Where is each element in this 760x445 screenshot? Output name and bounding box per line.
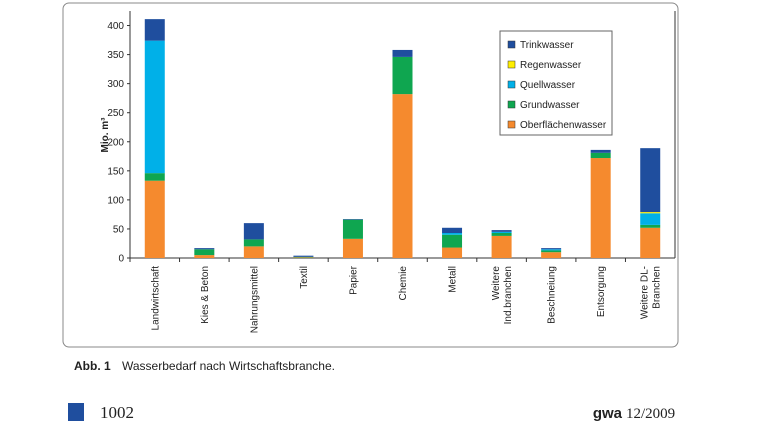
bar-segment [194,248,215,250]
bar-segment [640,213,661,225]
x-tick-label: Papier [348,265,359,295]
bar-segment [640,148,661,213]
x-tick-label: Weitere DL-Branchen [640,266,663,319]
page-number: 1002 [100,403,134,422]
bar-segment [392,56,413,95]
y-tick-label: 300 [107,79,124,90]
bar-segment [442,227,463,234]
bar-segment [590,149,611,153]
x-tick-label: Entsorgung [596,266,607,317]
x-tick-label: Kies & Beton [200,266,211,324]
page-marker [68,403,84,421]
bar-segment [243,239,264,247]
bar-segment [144,19,165,41]
y-tick-label: 350 [107,50,124,61]
y-tick-label: 250 [107,108,124,119]
y-tick-label: 100 [107,195,124,206]
bar-segment [491,233,512,236]
bar-segment [640,227,661,258]
legend-label: Quellwasser [520,80,576,91]
legend-swatch [507,100,516,109]
bar-segment [491,231,512,234]
bar-segment [194,255,215,258]
legend-box [499,30,613,136]
bar-segment [541,250,562,253]
bar-segment [144,180,165,258]
bar-segment [293,255,314,257]
bar-segment [491,235,512,258]
legend-swatch [507,80,516,89]
bar-segment [144,40,165,174]
legend-label: Grundwasser [520,100,580,111]
bar-segment [590,152,611,159]
bar-segment [392,49,413,57]
y-axis-label: Mio. m³ [100,117,111,153]
bar-segment [243,223,264,240]
bar-segment [541,252,562,258]
bar-segment [392,94,413,258]
x-tick-label: Nahrungsmittel [249,266,260,333]
y-tick-label: 150 [107,166,124,177]
x-tick-label: WeitereInd.branchen [491,266,514,325]
caption-text: Wasserbedarf nach Wirtschaftsbranche. [122,359,335,373]
bar-segment [541,249,562,251]
x-tick-label: Beschneiung [547,266,558,324]
y-tick-label: 400 [107,21,124,32]
x-tick-label: Chemie [398,266,409,301]
x-tick-label: Metall [448,266,459,293]
issue: 12/2009 [626,406,675,422]
bar-segment [640,212,661,214]
legend-label: Regenwasser [520,60,582,71]
bar-segment [293,256,314,258]
bar-segment [541,248,562,250]
bar-segment [442,234,463,248]
bar-segment [342,219,363,239]
figure-frame [62,2,679,348]
bar-segment [342,219,363,220]
x-tick-label: Landwirtschaft [150,266,161,331]
journal: gwa [593,405,623,422]
y-tick-label: 200 [107,137,124,148]
y-tick-label: 0 [118,254,124,265]
bar-segment [293,257,314,258]
x-tick-label: Textil [299,266,310,289]
legend-swatch [507,60,516,69]
legend-swatch [507,120,516,129]
legend-swatch [507,40,516,49]
bar-segment [144,173,165,181]
bar-segment [342,238,363,258]
bar-segment [243,246,264,258]
bar-segment [640,224,661,228]
bar-segment [491,230,512,232]
bar-segment [590,158,611,258]
legend-label: Trinkwasser [520,40,574,51]
bar-segment [194,249,215,256]
legend-label: Oberflächenwasser [520,120,607,131]
bar-segment [442,247,463,258]
caption-label: Abb. 1 [74,359,111,373]
y-tick-label: 50 [113,224,125,235]
bar-segment [442,233,463,235]
